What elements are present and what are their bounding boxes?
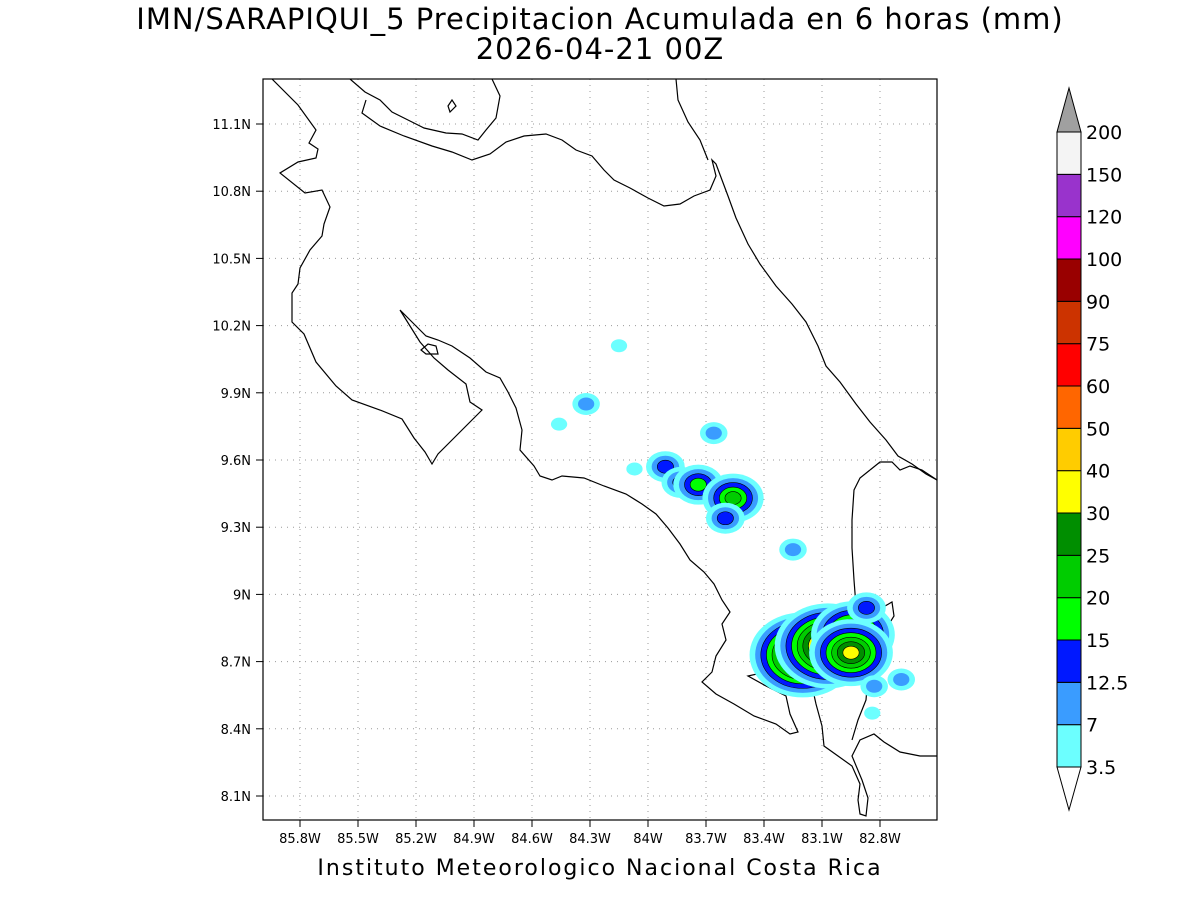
lon-tick-label: 83.1W	[801, 832, 843, 847]
lon-tick-label: 84.9W	[453, 832, 495, 847]
lon-tick-label: 82.8W	[859, 832, 901, 847]
precip-cell	[847, 592, 886, 624]
lat-tick-label: 8.1N	[221, 790, 251, 805]
precip-cell	[705, 502, 745, 534]
lon-tick-label: 84.6W	[511, 832, 553, 847]
lon-tick-label: 83.7W	[685, 832, 727, 847]
colorbar-label: 75	[1086, 334, 1110, 356]
colorbar-swatch	[1056, 343, 1082, 387]
lon-tick-label: 83.4W	[743, 832, 785, 847]
lon-tick-label: 85.8W	[279, 832, 321, 847]
axis-labels: 85.8W 85.5W 85.2W 84.9W 84.6W 84.3W 84W 83.7W 83…	[212, 118, 901, 847]
colorbar-swatch	[1056, 554, 1082, 599]
lat-tick-label: 10.2N	[212, 320, 251, 335]
lat-tick-label: 8.4N	[221, 723, 251, 738]
colorbar-swatch	[1056, 724, 1082, 768]
lat-tick-label: 10.5N	[212, 252, 251, 267]
precip-cell	[610, 339, 628, 353]
map-frame	[262, 78, 938, 821]
colorbar-swatch	[1056, 173, 1082, 218]
colorbar-swatch	[1056, 131, 1082, 175]
colorbar-swatch	[1056, 300, 1082, 345]
colorbar-label: 200	[1086, 122, 1122, 144]
colorbar-label: 90	[1086, 291, 1110, 313]
colorbar-swatch	[1056, 512, 1082, 556]
colorbar-swatch	[1056, 258, 1082, 302]
colorbar-min-arrow	[1056, 766, 1082, 812]
precip-cell	[550, 417, 568, 431]
precip-cell	[809, 619, 893, 687]
precip-cell	[572, 393, 600, 415]
precip-cell	[626, 462, 643, 476]
colorbar-label: 60	[1086, 376, 1110, 398]
colorbar-swatch	[1056, 597, 1082, 641]
colorbar-swatch	[1056, 385, 1082, 429]
colorbar-label: 20	[1086, 588, 1110, 610]
lon-tick-label: 85.5W	[337, 832, 379, 847]
colorbar-swatch	[1056, 216, 1082, 260]
lon-tick-label: 84W	[633, 832, 663, 847]
precipitation-field	[550, 339, 916, 720]
lat-tick-label: 9.6N	[221, 454, 251, 469]
map-valid-time: 2026-04-21 00Z	[475, 32, 725, 66]
coastline	[271, 79, 937, 817]
lat-tick-label: 10.8N	[212, 185, 251, 200]
colorbar-label: 100	[1086, 249, 1122, 271]
colorbar-label: 150	[1086, 164, 1122, 186]
precip-cell	[864, 706, 881, 720]
colorbar-label: 120	[1086, 207, 1122, 229]
colorbar-label: 7	[1086, 715, 1098, 737]
colorbar-label: 50	[1086, 418, 1110, 440]
colorbar-label: 3.5	[1086, 757, 1116, 779]
lat-tick-label: 9N	[233, 588, 251, 603]
precip-cell	[699, 422, 728, 445]
lat-tick-label: 11.1N	[212, 118, 251, 133]
lon-tick-label: 85.2W	[395, 832, 437, 847]
color-legend: 3.5 7 12.5 15 20 25 30 40 50 60 75 90 100 120 150 200	[1056, 86, 1128, 812]
colorbar-max-arrow	[1056, 86, 1082, 133]
colorbar-swatch	[1056, 427, 1082, 472]
lon-tick-label: 84.3W	[569, 832, 611, 847]
colorbar-label: 15	[1086, 630, 1110, 652]
precip-cell	[779, 538, 807, 561]
colorbar-label: 12.5	[1086, 672, 1128, 694]
lat-tick-label: 9.3N	[221, 521, 251, 536]
colorbar-label: 25	[1086, 545, 1110, 567]
precip-cell	[887, 668, 916, 691]
precip-cell	[860, 675, 888, 698]
graticule	[263, 79, 937, 820]
map-title: IMN/SARAPIQUI_5 Precipitacion Acumulada …	[136, 2, 1064, 36]
lat-tick-label: 9.9N	[221, 387, 251, 402]
colorbar-swatch	[1056, 470, 1082, 514]
institution-credit: Instituto Meteorologico Nacional Costa R…	[317, 856, 883, 881]
colorbar-swatch	[1056, 639, 1082, 683]
colorbar-label: 30	[1086, 503, 1110, 525]
colorbar-label: 40	[1086, 461, 1110, 483]
lat-tick-label: 8.7N	[221, 656, 251, 671]
colorbar-swatch	[1056, 681, 1082, 726]
